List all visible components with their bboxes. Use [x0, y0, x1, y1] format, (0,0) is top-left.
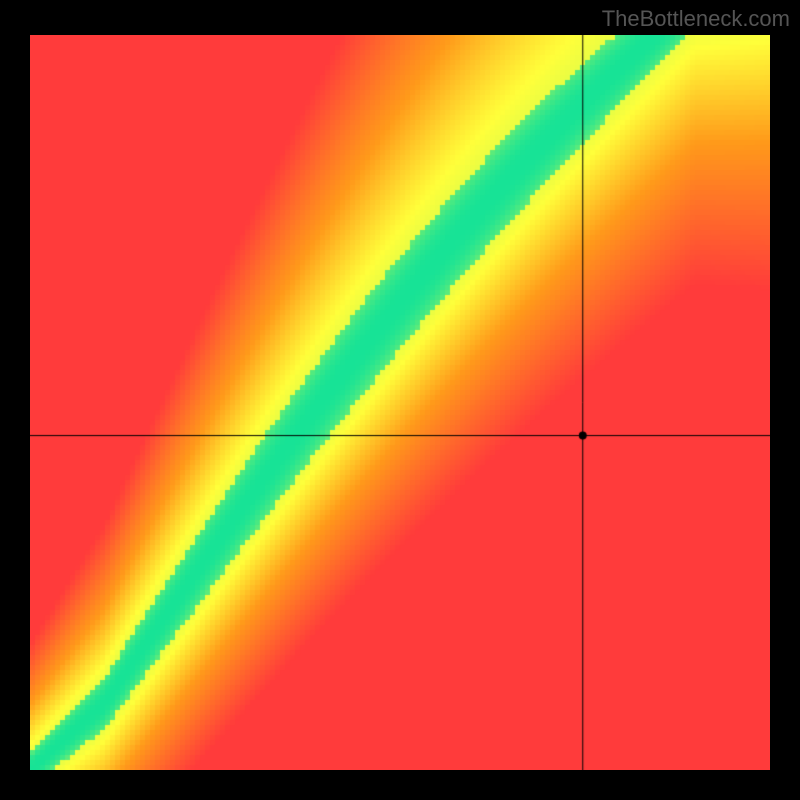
heatmap-canvas	[30, 35, 770, 770]
plot-area	[30, 35, 770, 770]
watermark-text: TheBottleneck.com	[602, 6, 790, 32]
chart-container: TheBottleneck.com	[0, 0, 800, 800]
